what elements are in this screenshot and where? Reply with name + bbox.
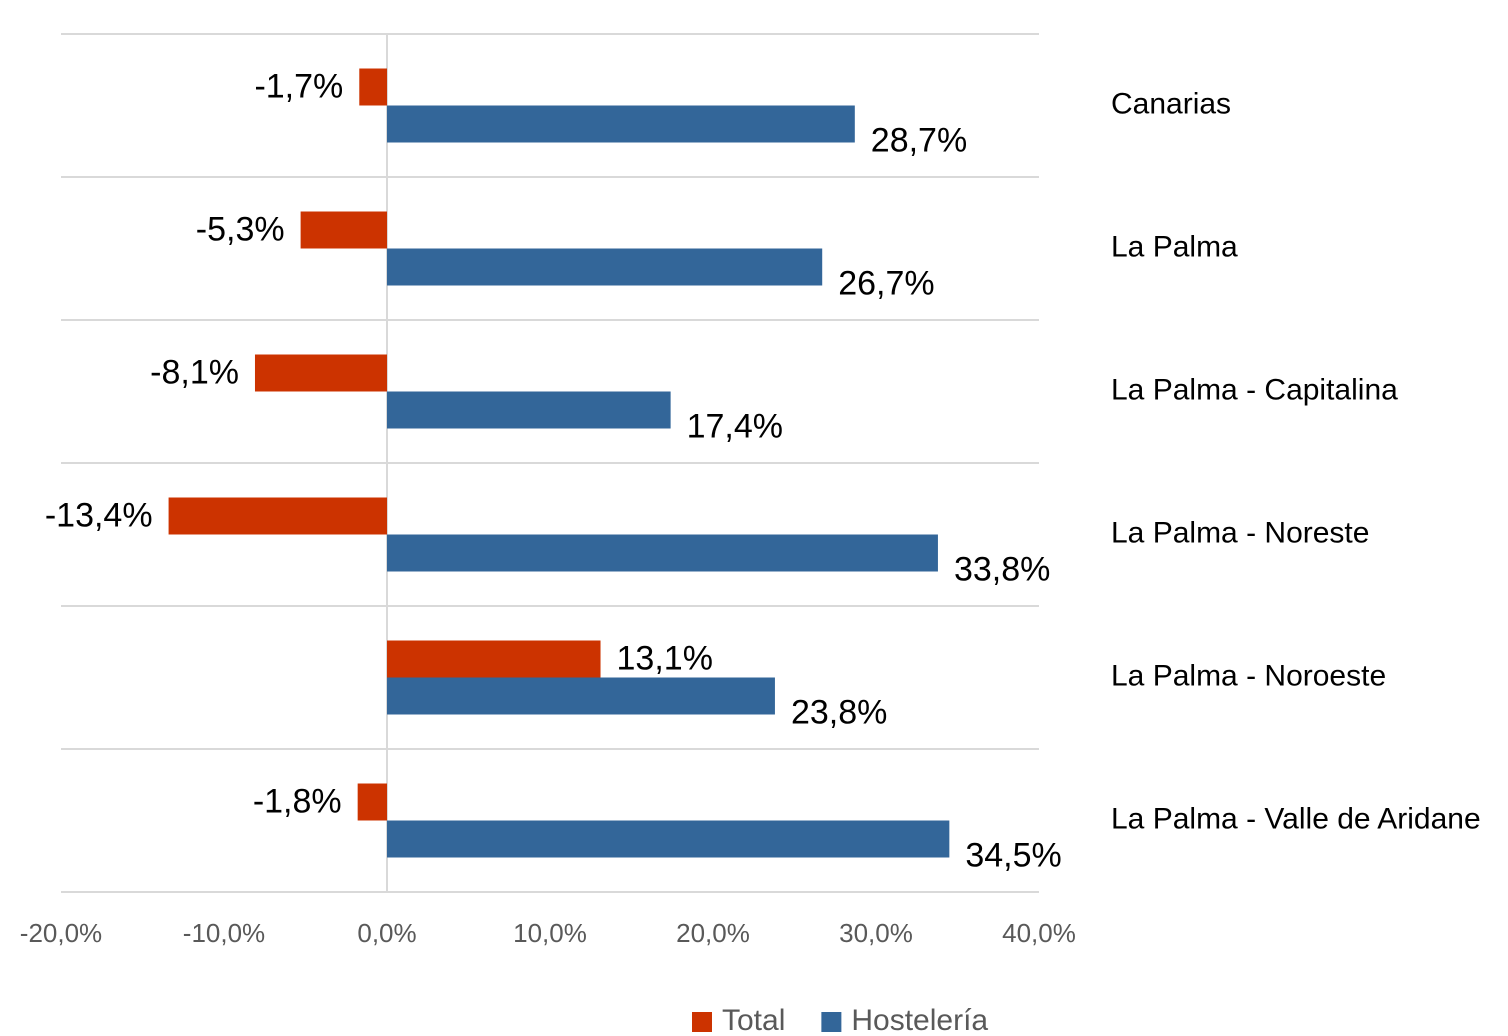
value-label: 23,8% <box>791 693 887 731</box>
x-tick-label: 0,0% <box>357 918 416 948</box>
value-label: -13,4% <box>45 496 153 534</box>
x-tick-label: 10,0% <box>513 918 587 948</box>
bar <box>387 677 775 715</box>
legend-swatch <box>821 1012 842 1032</box>
value-label: -5,3% <box>196 210 285 248</box>
bar <box>168 497 387 535</box>
category-label: Canarias <box>1111 87 1231 120</box>
category-label: La Palma - Valle de Aridane <box>1111 802 1481 835</box>
bar <box>254 354 387 392</box>
category-label: La Palma <box>1111 230 1238 263</box>
bar <box>387 391 671 429</box>
value-label: 34,5% <box>965 836 1061 874</box>
value-label: 13,1% <box>617 639 713 677</box>
x-tick-label: 30,0% <box>839 918 913 948</box>
x-tick-label: -20,0% <box>20 918 102 948</box>
bar <box>387 248 823 286</box>
bar <box>387 640 601 678</box>
bar <box>359 68 387 106</box>
value-label: -8,1% <box>150 353 239 391</box>
value-label: -1,7% <box>254 67 343 105</box>
bar <box>300 211 387 249</box>
bar <box>387 534 938 572</box>
category-label: La Palma - Noreste <box>1111 516 1369 549</box>
legend-swatch <box>692 1012 712 1032</box>
legend-label: Total <box>722 1004 785 1036</box>
category-label: La Palma - Capitalina <box>1111 373 1398 406</box>
bar <box>387 105 855 143</box>
x-tick-label: 20,0% <box>676 918 750 948</box>
legend-label: Hostelería <box>851 1004 988 1036</box>
category-label: La Palma - Noroeste <box>1111 659 1386 692</box>
x-tick-label: 40,0% <box>1002 918 1076 948</box>
value-label: 33,8% <box>954 550 1050 588</box>
value-label: 17,4% <box>687 407 783 445</box>
value-label: -1,8% <box>253 782 342 820</box>
value-label: 26,7% <box>838 264 934 302</box>
bar <box>387 820 950 858</box>
value-label: 28,7% <box>871 121 967 159</box>
bar <box>357 783 387 821</box>
x-tick-label: -10,0% <box>183 918 265 948</box>
